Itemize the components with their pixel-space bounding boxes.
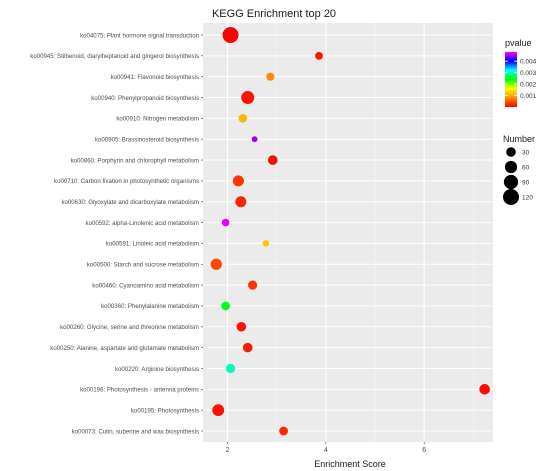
number-legend: Number 30 60 90 120 <box>503 134 535 205</box>
y-tick-label: ko00195: Photosynthesis <box>131 407 199 414</box>
y-tick-label: ko00592: alpha-Linolenic acid metabolism <box>86 220 199 227</box>
pvalue-colorbar <box>505 52 517 107</box>
size-legend-label: 120 <box>522 194 533 201</box>
data-point <box>221 301 230 311</box>
y-tick-label: ko00941: Flavonoid biosynthesis <box>111 74 199 81</box>
size-legend-label: 90 <box>522 179 530 186</box>
data-points <box>210 27 490 436</box>
data-point <box>315 51 323 60</box>
data-point <box>222 27 239 43</box>
data-point <box>251 136 258 143</box>
data-point <box>242 342 253 353</box>
y-tick-label: ko00860: Porphyrin and chlorophyll metab… <box>71 157 199 164</box>
pvalue-legend-label: 0.003 <box>520 70 537 77</box>
number-legend-title: Number <box>503 134 535 144</box>
data-point <box>221 218 230 227</box>
y-tick-label: ko00945: Stilbenoid, diarylheptanoid and… <box>30 53 199 60</box>
data-point <box>232 175 244 187</box>
data-point <box>236 321 247 332</box>
y-tick-label: ko00220: Arginine biosynthesis <box>115 366 199 373</box>
y-tick-label: ko00905: Brassinosteroid biosynthesis <box>95 137 199 144</box>
size-legend-dot <box>503 189 519 205</box>
size-legend-dot <box>504 160 518 174</box>
y-tick-label: ko00940: Phenylpropanoid biosynthesis <box>91 95 199 102</box>
data-point <box>248 280 258 290</box>
y-tick-label: ko00910: Nitrogen metabolism <box>116 116 199 123</box>
y-tick-label: ko00500: Starch and sucrose metabolism <box>87 262 199 269</box>
pvalue-legend-label: 0.004 <box>520 58 537 65</box>
y-tick-label: ko00710: Carbon fixation in photosynthet… <box>54 178 199 185</box>
plot-panel <box>203 23 493 442</box>
y-tick-label: ko00196: Photosynthesis - antenna protei… <box>80 387 199 394</box>
data-point <box>238 114 248 123</box>
size-legend-dot <box>506 147 516 157</box>
x-tick-label: 4 <box>324 447 328 454</box>
x-axis-ticks: 2 4 6 <box>226 442 426 454</box>
pvalue-legend-title: pvalue <box>505 38 532 48</box>
y-tick-label: ko04075: Plant hormone signal transducti… <box>80 32 199 39</box>
data-point <box>235 196 247 208</box>
x-tick-label: 2 <box>226 447 230 454</box>
data-point <box>212 404 225 417</box>
pvalue-legend: pvalue 0.004 0.003 0.002 0.001 <box>505 38 537 107</box>
y-axis-ticks <box>201 34 203 432</box>
size-legend-label: 60 <box>522 164 530 171</box>
size-legend-dot <box>503 174 519 190</box>
size-legend-label: 30 <box>522 149 530 156</box>
y-tick-label: ko00630: Glyoxylate and dicarboxylate me… <box>61 199 199 206</box>
grid <box>203 23 493 442</box>
data-point <box>241 91 255 105</box>
data-point <box>210 258 222 270</box>
data-point <box>225 363 236 374</box>
x-axis-title: Enrichment Score <box>314 459 386 469</box>
pvalue-legend-label: 0.002 <box>520 81 537 88</box>
data-point <box>267 155 278 165</box>
y-tick-label: ko00591: Linoleic acid metabolism <box>106 241 199 248</box>
y-tick-label: ko00460: Cyanoamino acid metabolism <box>92 282 199 289</box>
y-tick-label: ko00260: Glycine, serine and threonine m… <box>60 324 199 331</box>
x-tick-label: 6 <box>422 447 426 454</box>
y-axis-labels: ko04075: Plant hormone signal transducti… <box>30 32 199 435</box>
data-point <box>479 384 490 395</box>
y-tick-label: ko00250: Alanine, aspartate and glutamat… <box>50 345 199 352</box>
data-point <box>266 72 275 81</box>
chart-title: KEGG Enrichment top 20 <box>212 8 336 20</box>
data-point <box>262 240 270 247</box>
data-point <box>279 426 288 436</box>
pvalue-legend-label: 0.001 <box>520 93 537 100</box>
y-tick-label: ko00073: Cutin, suberine and wax biosynt… <box>72 428 199 435</box>
y-tick-label: ko00360: Phenylalanine metabolism <box>101 303 199 310</box>
